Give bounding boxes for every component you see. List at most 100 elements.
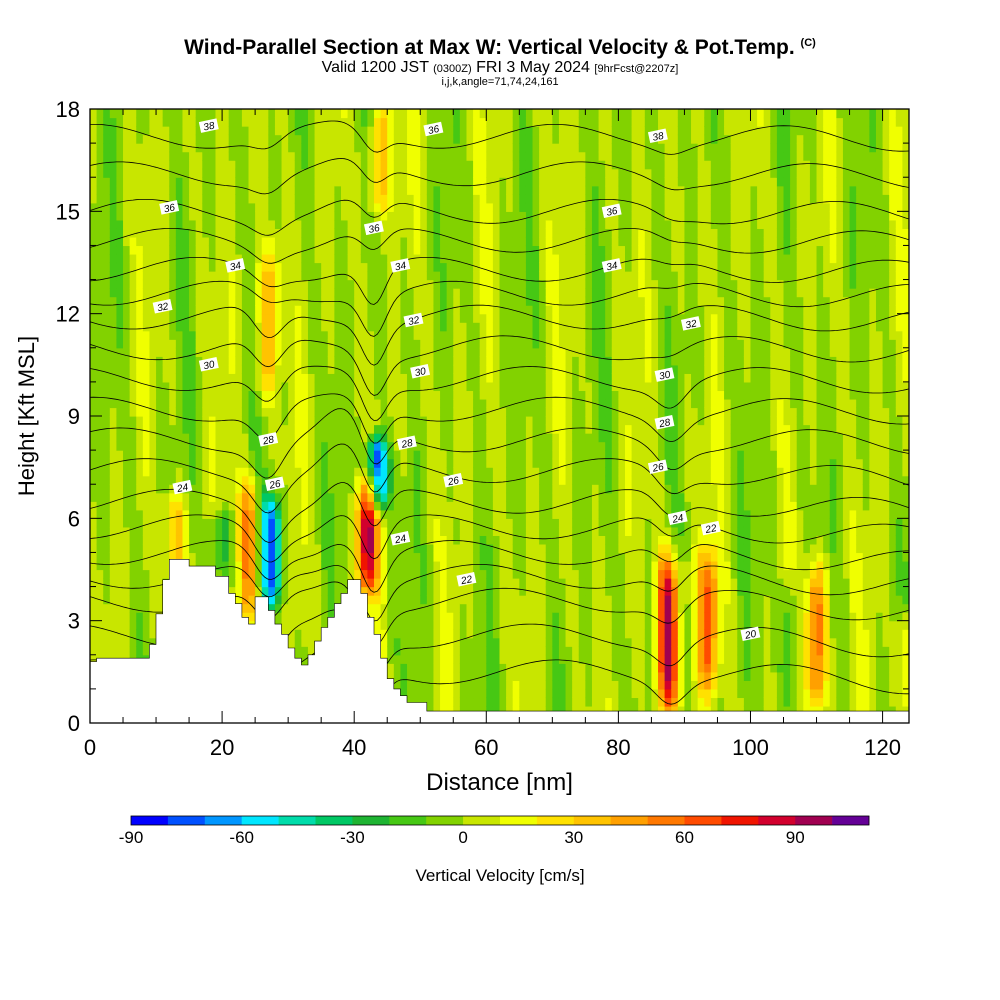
field-cell	[281, 236, 289, 247]
field-cell	[248, 151, 256, 161]
field-cell	[90, 646, 98, 656]
field-cell	[433, 654, 441, 664]
field-cell	[354, 450, 362, 460]
field-cell	[215, 398, 223, 409]
field-cell	[413, 219, 421, 229]
field-cell	[136, 501, 144, 511]
field-cell	[525, 560, 534, 571]
field-cell	[413, 654, 421, 664]
field-cell	[281, 185, 289, 195]
field-cell	[367, 168, 375, 178]
field-cell	[473, 578, 481, 588]
field-cell	[387, 262, 395, 272]
field-cell	[446, 313, 454, 323]
field-cell	[136, 475, 144, 485]
field-cell	[506, 629, 514, 639]
field-cell	[149, 194, 157, 204]
field-cell	[374, 492, 382, 502]
field-cell	[301, 467, 309, 477]
field-cell	[90, 526, 98, 536]
field-cell	[314, 381, 322, 392]
field-cell	[169, 109, 177, 119]
field-cell	[103, 458, 111, 468]
field-cell	[294, 560, 302, 571]
field-cell	[189, 560, 197, 571]
field-cell	[479, 543, 487, 554]
field-cell	[301, 509, 309, 519]
field-cell	[360, 168, 368, 178]
field-cell	[307, 492, 316, 502]
field-cell	[459, 253, 468, 264]
field-cell	[466, 202, 474, 212]
field-cell	[129, 390, 137, 400]
field-cell	[367, 543, 375, 554]
field-cell	[149, 109, 157, 119]
field-cell	[202, 535, 210, 545]
field-cell	[499, 637, 507, 647]
field-cell	[393, 450, 402, 460]
field-cell	[532, 620, 540, 630]
field-cell	[340, 313, 349, 323]
field-cell	[334, 228, 342, 238]
field-cell	[407, 654, 415, 664]
field-cell	[393, 143, 402, 153]
field-cell	[123, 509, 131, 519]
field-cell	[512, 245, 520, 255]
field-cell	[129, 330, 137, 340]
field-cell	[506, 296, 514, 306]
field-cell	[136, 177, 144, 187]
field-cell	[486, 595, 494, 605]
field-cell	[314, 151, 322, 161]
field-cell	[440, 688, 448, 699]
field-cell	[169, 151, 177, 161]
field-cell	[539, 578, 547, 588]
field-cell	[142, 526, 151, 536]
field-cell	[90, 484, 98, 494]
field-cell	[255, 143, 263, 153]
field-cell	[241, 535, 250, 545]
field-cell	[486, 705, 494, 716]
field-cell	[241, 330, 250, 340]
field-cell	[492, 663, 501, 673]
field-cell	[162, 211, 170, 221]
field-cell	[420, 245, 428, 255]
field-cell	[136, 441, 144, 451]
field-cell	[440, 262, 448, 272]
field-cell	[327, 467, 335, 477]
field-cell	[202, 279, 210, 289]
field-cell	[532, 535, 540, 545]
field-cell	[400, 219, 408, 229]
field-cell	[380, 552, 388, 562]
field-cell	[466, 671, 474, 681]
field-cell	[486, 612, 494, 622]
field-cell	[367, 279, 375, 289]
field-cell	[142, 228, 151, 238]
field-cell	[407, 424, 415, 434]
field-cell	[539, 620, 547, 630]
field-cell	[142, 288, 151, 298]
field-cell	[182, 126, 190, 136]
field-cell	[347, 211, 355, 221]
field-cell	[202, 305, 210, 315]
field-cell	[499, 339, 507, 349]
field-cell	[334, 134, 342, 144]
field-cell	[149, 620, 157, 630]
field-cell	[499, 398, 507, 409]
field-cell	[294, 620, 302, 630]
field-cell	[479, 526, 487, 536]
field-cell	[123, 134, 131, 144]
field-cell	[506, 484, 514, 494]
field-cell	[215, 560, 223, 571]
field-cell	[367, 424, 375, 434]
field-cell	[182, 271, 190, 281]
field-cell	[519, 168, 527, 178]
field-cell	[123, 151, 131, 161]
field-cell	[149, 492, 157, 502]
field-cell	[506, 467, 514, 477]
field-cell	[261, 296, 269, 306]
field-cell	[169, 322, 177, 332]
field-cell	[400, 151, 408, 161]
field-cell	[340, 492, 349, 502]
field-cell	[492, 185, 501, 195]
field-cell	[519, 322, 527, 332]
